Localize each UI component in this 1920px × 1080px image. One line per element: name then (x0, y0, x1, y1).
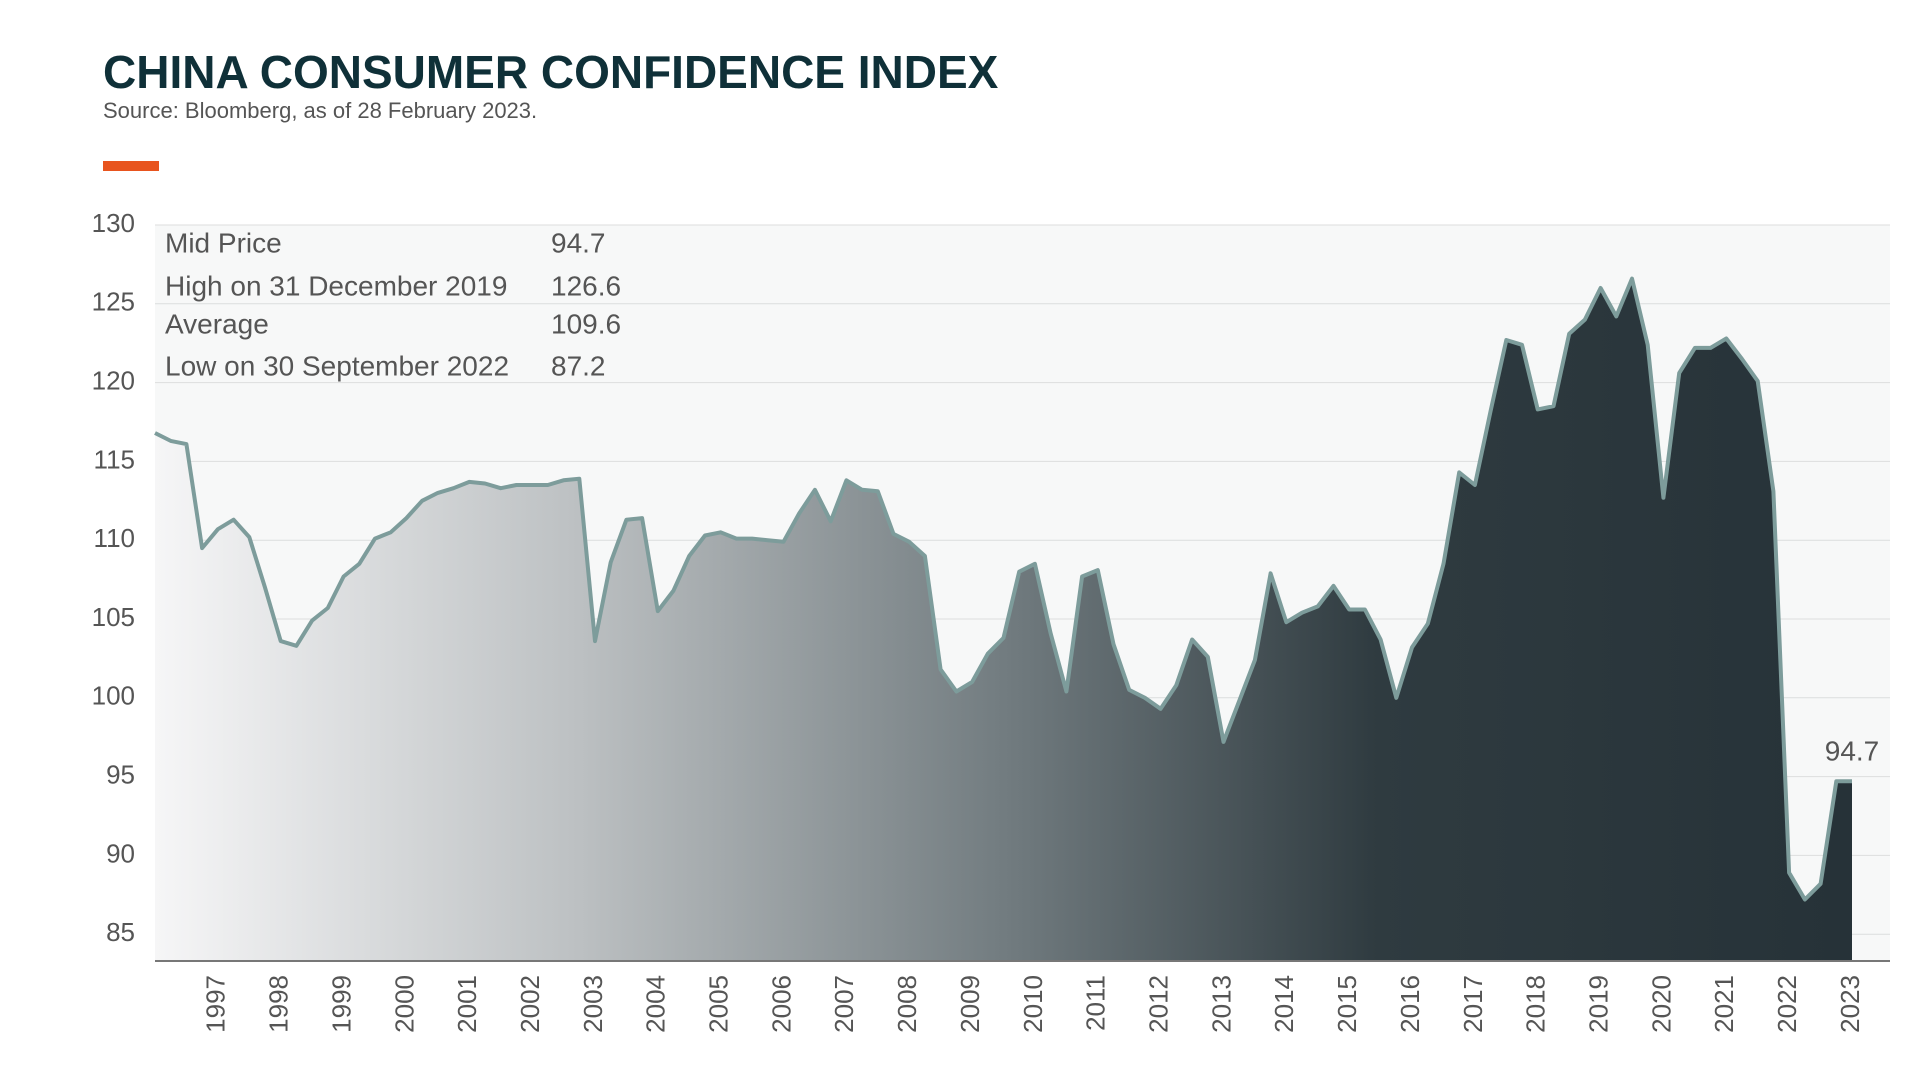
end-value-label: 94.7 (1825, 736, 1880, 767)
stat-value: 87.2 (551, 350, 606, 381)
x-tick-label: 2013 (1206, 975, 1236, 1033)
x-tick-label: 2006 (766, 975, 796, 1033)
x-tick-label: 2010 (1018, 975, 1048, 1033)
x-tick-label: 2016 (1395, 975, 1425, 1033)
stat-label: High on 31 December 2019 (165, 270, 507, 301)
x-tick-label: 2012 (1144, 975, 1174, 1033)
x-tick-label: 2020 (1646, 975, 1676, 1033)
x-tick-label: 2007 (829, 975, 859, 1033)
stat-label: Low on 30 September 2022 (165, 350, 509, 381)
chart-title: CHINA CONSUMER CONFIDENCE INDEX (103, 46, 999, 98)
y-tick-label: 105 (92, 602, 135, 632)
x-tick-label: 2009 (955, 975, 985, 1033)
x-tick-label: 2001 (452, 975, 482, 1033)
x-tick-label: 2000 (389, 975, 419, 1033)
y-tick-label: 90 (106, 838, 135, 868)
x-tick-label: 2021 (1709, 975, 1739, 1033)
x-tick-label: 1999 (326, 975, 356, 1033)
stat-value: 94.7 (551, 227, 606, 258)
accent-bar (103, 161, 159, 171)
y-tick-label: 120 (92, 365, 135, 395)
x-tick-label: 2018 (1521, 975, 1551, 1033)
x-tick-label: 2019 (1583, 975, 1613, 1033)
y-tick-label: 110 (94, 523, 135, 553)
x-tick-label: 2004 (641, 975, 671, 1033)
x-tick-label: 2017 (1458, 975, 1488, 1033)
y-tick-label: 95 (106, 759, 135, 789)
x-tick-label: 2015 (1332, 975, 1362, 1033)
chart-subtitle: Source: Bloomberg, as of 28 February 202… (103, 98, 537, 123)
x-tick-label: 2011 (1081, 975, 1111, 1031)
y-tick-label: 100 (92, 681, 135, 711)
x-tick-label: 2023 (1835, 975, 1865, 1033)
x-tick-label: 2008 (892, 975, 922, 1033)
x-tick-label: 2022 (1772, 975, 1802, 1033)
y-tick-label: 85 (106, 917, 135, 947)
stat-label: Mid Price (165, 227, 282, 258)
x-tick-label: 2003 (578, 975, 608, 1033)
line (154, 276, 1852, 902)
y-tick-label: 115 (94, 444, 135, 474)
area-fill (155, 278, 1852, 962)
x-tick-label: 1998 (264, 975, 294, 1033)
stat-label: Average (165, 308, 269, 339)
x-tick-label: 2014 (1269, 975, 1299, 1033)
x-tick-label: 2005 (704, 975, 734, 1033)
stat-value: 126.6 (551, 270, 621, 301)
x-tick-label: 2002 (515, 975, 545, 1033)
stat-value: 109.6 (551, 308, 621, 339)
y-tick-label: 130 (92, 208, 135, 238)
y-tick-label: 125 (92, 287, 135, 317)
x-tick-label: 1997 (201, 975, 231, 1033)
